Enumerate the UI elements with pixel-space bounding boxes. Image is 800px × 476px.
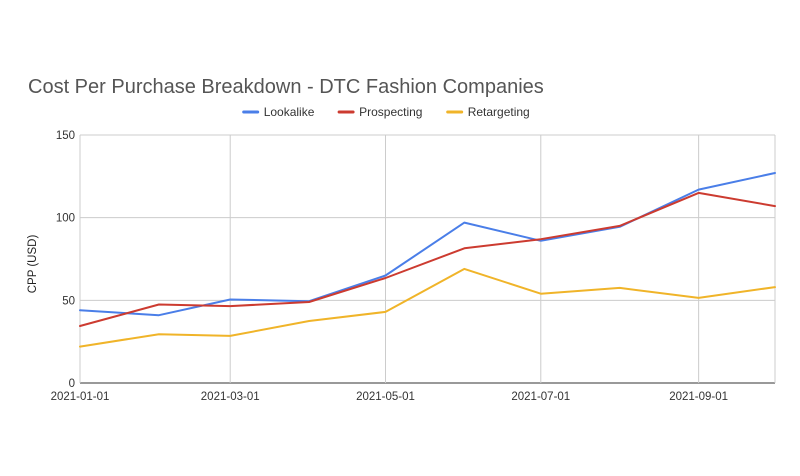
series-line-lookalike (79, 172, 776, 317)
x-tick-label: 2021-05-01 (356, 391, 415, 403)
legend-label-lookalike: Lookalike (264, 105, 315, 119)
series-line-prospecting (79, 191, 776, 327)
series-lines (79, 172, 776, 348)
x-tick-label: 2021-07-01 (511, 391, 570, 403)
x-tick-label: 2021-01-01 (51, 391, 110, 403)
y-tick-label: 0 (69, 378, 75, 390)
x-tick-label: 2021-09-01 (669, 391, 728, 403)
y-tick-label: 100 (56, 213, 75, 225)
x-tick-label: 2021-03-01 (201, 391, 260, 403)
x-axis-ticks: 2021-01-01 2021-03-01 2021-05-01 2021-07-01… (51, 391, 728, 403)
legend-label-retargeting: Retargeting (468, 105, 530, 119)
y-tick-label: 150 (56, 130, 75, 142)
y-tick-label: 50 (62, 295, 75, 307)
y-axis-ticks: 0 50 100 150 (56, 130, 75, 390)
chart-title: Cost Per Purchase Breakdown - DTC Fashio… (28, 76, 544, 98)
series-line-retargeting (79, 267, 776, 348)
legend-label-prospecting: Prospecting (359, 105, 422, 119)
gridlines (79, 134, 776, 384)
y-axis-title: CPP (USD) (27, 235, 39, 294)
chart-legend: Lookalike Prospecting Retargeting (242, 105, 530, 119)
